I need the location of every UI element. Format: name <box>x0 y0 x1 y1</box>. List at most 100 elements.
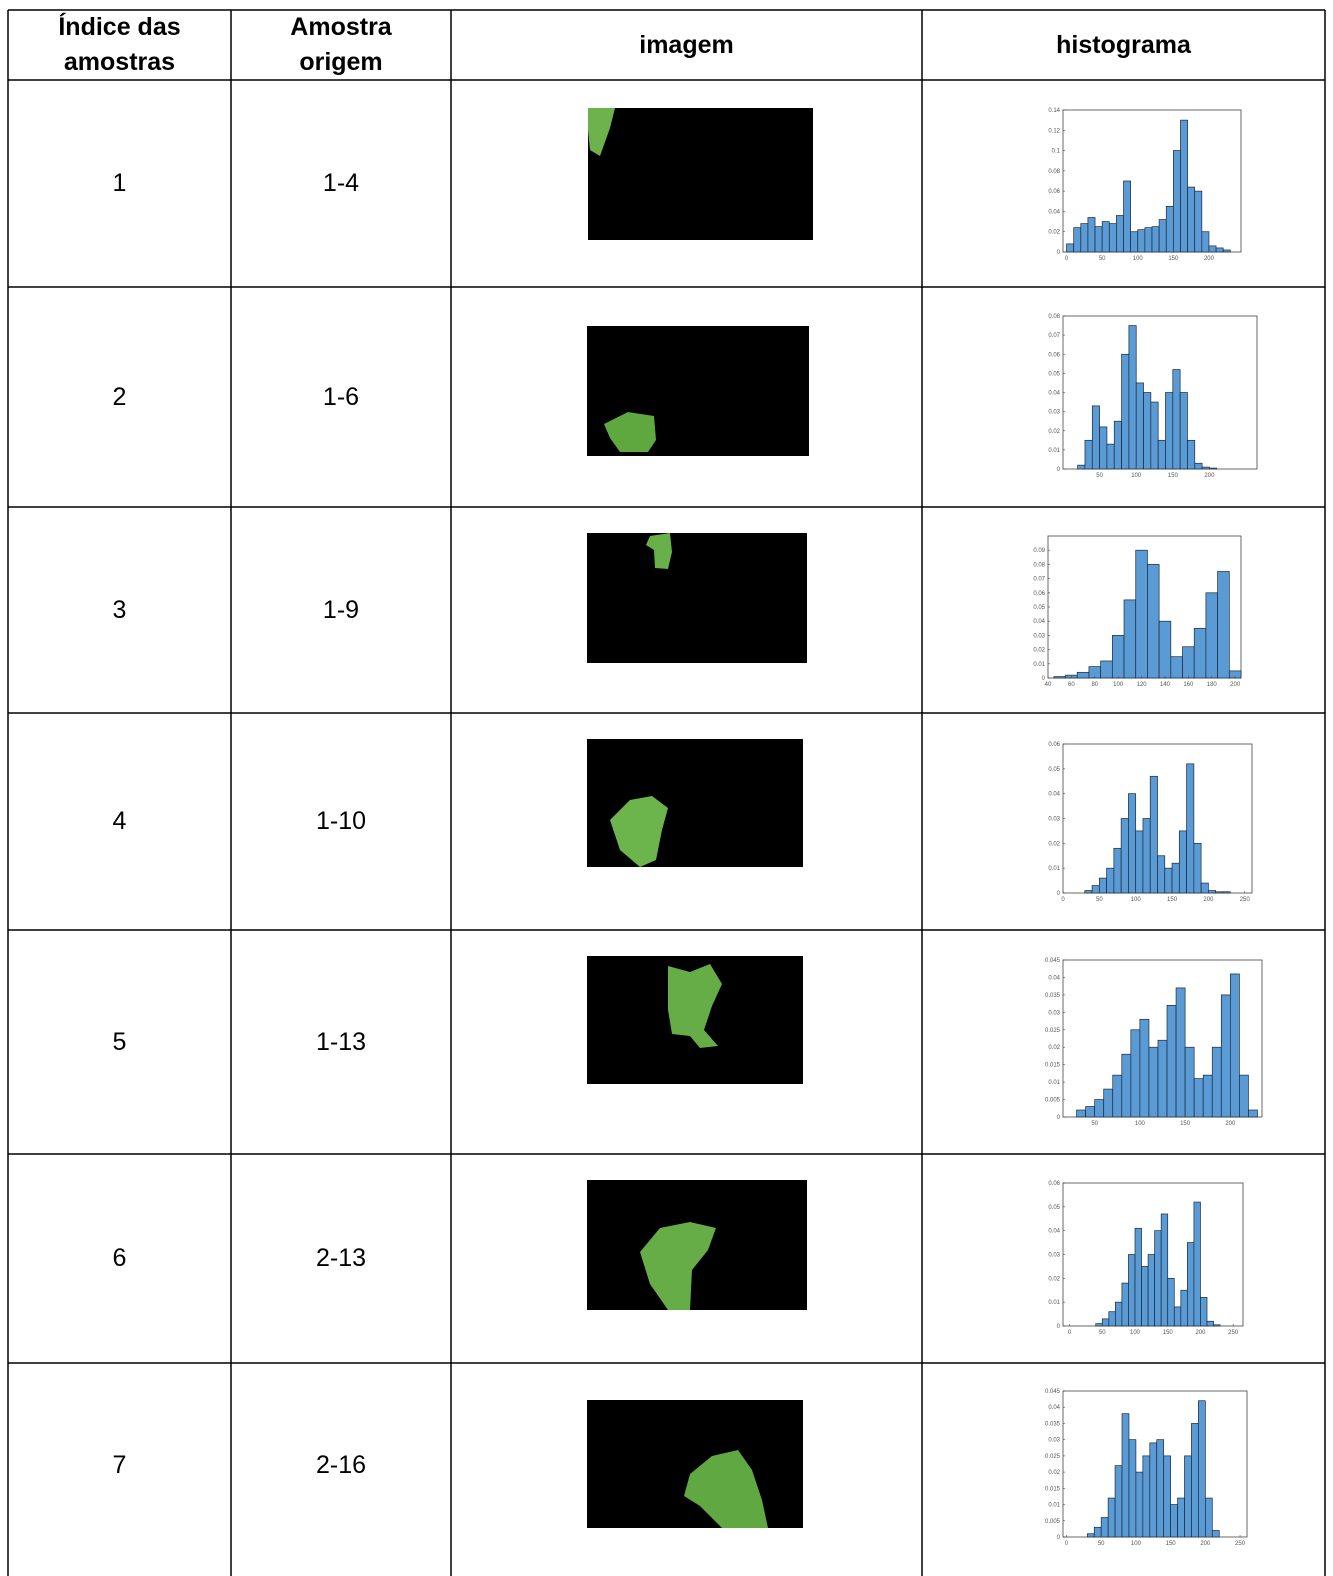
bar <box>1158 219 1167 253</box>
bar <box>1201 466 1210 470</box>
bar <box>1121 1053 1132 1118</box>
x-tick-label: 0 <box>1065 1541 1069 1547</box>
bar <box>1164 867 1173 894</box>
bar <box>1202 1074 1213 1118</box>
x-tick-label: 40 <box>1045 682 1052 688</box>
bar <box>1149 1442 1158 1538</box>
y-tick-label: 0.02 <box>1048 1045 1060 1051</box>
y-tick-label: 0.01 <box>1048 1300 1060 1306</box>
bar <box>1106 443 1115 470</box>
sample-images <box>587 108 813 1528</box>
bar <box>1106 867 1115 894</box>
bar <box>1166 1005 1177 1118</box>
y-tick-label: 0.05 <box>1033 605 1045 611</box>
y-tick-label: 0.03 <box>1048 1010 1060 1016</box>
bar <box>1170 1504 1178 1538</box>
y-tick-label: 0.07 <box>1033 577 1045 583</box>
bar <box>1091 405 1100 470</box>
bar <box>1076 1109 1086 1118</box>
bar <box>1215 247 1224 253</box>
y-tick-label: 0.04 <box>1048 1229 1060 1235</box>
bar <box>1147 564 1160 679</box>
y-tick-label: 0.04 <box>1048 975 1060 981</box>
y-tick-label: 0.06 <box>1033 591 1045 597</box>
y-tick-label: 0.02 <box>1048 1470 1060 1476</box>
y-tick-label: 0.035 <box>1045 993 1061 999</box>
y-tick-label: 0.02 <box>1048 1276 1060 1282</box>
bar <box>1108 1311 1116 1327</box>
y-tick-label: 0.01 <box>1048 866 1060 872</box>
sample-image <box>587 533 807 663</box>
sample-origin: 1-4 <box>322 169 360 197</box>
sample-index: 6 <box>112 1244 127 1272</box>
x-tick-label: 200 <box>1230 682 1241 688</box>
bar <box>1208 890 1217 894</box>
bar <box>1194 462 1203 470</box>
x-tick-label: 200 <box>1200 1541 1211 1547</box>
bar <box>1211 1530 1220 1538</box>
y-tick-label: 0.07 <box>1048 333 1060 339</box>
y-tick-label: 0.05 <box>1048 767 1060 773</box>
y-tick-label: 0.05 <box>1048 371 1060 377</box>
y-tick-label: 0 <box>1057 1535 1061 1541</box>
y-tick-label: 0.01 <box>1048 1080 1060 1086</box>
bar <box>1165 206 1174 253</box>
bar <box>1177 1497 1185 1538</box>
bar <box>1179 392 1188 470</box>
x-tick-label: 150 <box>1168 473 1179 479</box>
bar <box>1170 656 1183 679</box>
bar <box>1165 392 1174 470</box>
bar <box>1066 243 1075 253</box>
y-tick-label: 0.015 <box>1045 1486 1061 1492</box>
y-tick-label: 0.01 <box>1033 662 1045 668</box>
bar <box>1108 223 1117 253</box>
y-tick-label: 0.08 <box>1033 562 1045 568</box>
bar <box>1103 1088 1114 1118</box>
bar <box>1113 420 1122 470</box>
x-tick-label: 0 <box>1061 897 1065 903</box>
bar <box>1198 1400 1206 1538</box>
bar <box>1229 973 1240 1118</box>
bar <box>1154 1230 1162 1327</box>
bar <box>1121 1413 1130 1538</box>
leaf <box>684 1450 768 1528</box>
bar <box>1135 549 1148 679</box>
bar <box>1163 1455 1171 1538</box>
bar <box>1112 1074 1123 1118</box>
x-tick-label: 200 <box>1195 1330 1206 1336</box>
y-tick-label: 0.02 <box>1048 429 1060 435</box>
y-tick-label: 0.025 <box>1045 1028 1061 1034</box>
y-tick-label: 0 <box>1042 676 1046 682</box>
x-tick-label: 160 <box>1183 682 1194 688</box>
y-tick-label: 0.035 <box>1045 1421 1061 1427</box>
bar <box>1157 439 1166 470</box>
bar <box>1053 676 1066 679</box>
bar <box>1211 1046 1222 1118</box>
bar <box>1201 231 1210 253</box>
bar <box>1100 660 1113 679</box>
leaf <box>640 1222 716 1310</box>
x-tick-label: 150 <box>1166 1541 1177 1547</box>
y-tick-label: 0.045 <box>1045 1389 1061 1395</box>
x-tick-label: 100 <box>1133 256 1144 262</box>
y-tick-label: 0.02 <box>1048 841 1060 847</box>
histogram: 0 0.01 0.02 0.03 0.04 0.05 0.06 0.07 0.08 0.09 40 6… <box>1033 535 1242 688</box>
x-tick-label: 50 <box>1096 473 1103 479</box>
bar <box>1186 763 1195 894</box>
histogram: 0 0.01 0.02 0.03 0.04 0.05 0.06 0.07 0.08 50 100 15… <box>1048 314 1258 479</box>
bar <box>1149 775 1158 894</box>
sample-index: 4 <box>112 807 127 835</box>
bar <box>1167 1277 1175 1327</box>
y-tick-label: 0.015 <box>1045 1063 1061 1069</box>
y-tick-label: 0.06 <box>1048 189 1060 195</box>
bar <box>1086 1533 1095 1538</box>
bar <box>1073 227 1082 253</box>
y-tick-label: 0.14 <box>1048 108 1060 114</box>
leaf <box>646 533 672 569</box>
bar <box>1130 231 1139 253</box>
y-tick-label: 0.09 <box>1033 548 1045 554</box>
bar <box>1100 1517 1109 1538</box>
bar <box>1094 1099 1105 1118</box>
